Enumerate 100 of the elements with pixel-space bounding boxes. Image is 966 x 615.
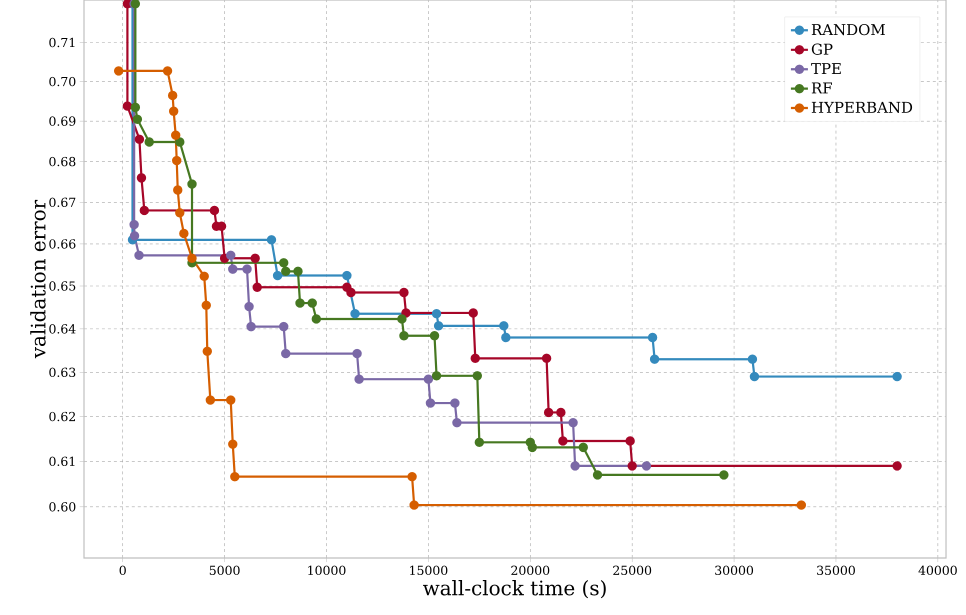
point <box>648 332 658 342</box>
point <box>140 206 150 216</box>
point <box>144 137 154 147</box>
point <box>432 309 442 318</box>
point <box>432 371 442 380</box>
point <box>650 354 660 364</box>
y-tick-label: 0.71 <box>49 38 74 48</box>
legend-label: GP <box>812 44 832 55</box>
point <box>295 298 305 308</box>
point <box>397 314 407 324</box>
point <box>312 314 322 324</box>
legend-label: TPE <box>811 63 841 74</box>
point <box>592 470 602 480</box>
point <box>450 398 460 408</box>
point <box>179 228 189 238</box>
point <box>171 130 180 140</box>
point <box>168 90 178 100</box>
point <box>542 354 552 364</box>
point <box>175 137 184 147</box>
point <box>187 254 197 263</box>
y-tick-label: 0.69 <box>49 116 76 126</box>
point <box>129 220 139 230</box>
point <box>114 66 124 76</box>
point <box>132 114 142 124</box>
point <box>627 461 637 471</box>
point <box>175 208 184 218</box>
point <box>136 173 146 183</box>
point <box>228 264 238 274</box>
point <box>281 266 290 276</box>
point <box>206 395 216 405</box>
point <box>346 288 356 298</box>
point <box>570 461 580 471</box>
point <box>501 332 511 342</box>
point <box>200 272 209 281</box>
point <box>642 461 652 471</box>
point <box>409 500 419 510</box>
point <box>242 264 252 274</box>
point <box>625 436 635 446</box>
x-tick-label: 35000 <box>817 566 855 576</box>
point <box>468 308 478 318</box>
point <box>250 254 260 263</box>
point <box>244 302 254 312</box>
x-tick-label: 15000 <box>410 566 448 576</box>
point <box>210 206 220 216</box>
point <box>470 354 480 364</box>
point <box>293 266 303 276</box>
point <box>499 321 508 331</box>
point <box>424 374 434 384</box>
point <box>308 298 317 308</box>
point <box>719 470 729 480</box>
point <box>401 308 411 318</box>
point <box>892 461 902 471</box>
point <box>430 331 440 340</box>
point <box>202 300 211 310</box>
point <box>130 231 140 241</box>
legend-label: HYPERBAND <box>812 102 912 113</box>
point <box>426 398 436 408</box>
point <box>892 372 902 382</box>
point <box>228 439 238 449</box>
point <box>399 331 409 340</box>
y-tick-label: 0.64 <box>49 324 76 334</box>
y-tick-label: 0.62 <box>49 412 76 422</box>
point <box>750 372 760 382</box>
point <box>162 66 172 76</box>
point <box>173 185 182 195</box>
point <box>558 436 568 446</box>
point <box>474 438 484 448</box>
point <box>796 500 806 510</box>
point <box>748 354 758 364</box>
point <box>122 101 132 111</box>
point <box>134 250 144 260</box>
point <box>130 102 140 112</box>
point <box>407 472 417 482</box>
y-axis-title: validation error <box>30 200 46 358</box>
point <box>134 134 144 144</box>
point <box>187 179 197 189</box>
point <box>342 270 352 280</box>
x-tick-label: 20000 <box>511 566 550 576</box>
point <box>350 309 360 318</box>
point <box>279 322 288 332</box>
y-tick-label: 0.67 <box>49 198 76 208</box>
point <box>279 258 288 268</box>
y-tick-label: 0.68 <box>49 156 76 166</box>
point <box>226 250 236 260</box>
y-tick-label: 0.65 <box>49 281 76 291</box>
point <box>252 282 262 292</box>
point <box>578 442 588 452</box>
point <box>246 322 256 332</box>
y-tick-label: 0.61 <box>49 456 74 466</box>
y-tick-label: 0.63 <box>49 368 76 378</box>
y-tick-label: 0.60 <box>49 502 76 512</box>
point <box>399 288 409 298</box>
point <box>434 321 444 331</box>
x-tick-label: 10000 <box>308 566 346 576</box>
point <box>202 346 212 356</box>
point <box>230 472 240 482</box>
point <box>272 270 282 280</box>
x-tick-label: 40000 <box>918 566 957 576</box>
x-tick-label: 30000 <box>715 566 754 576</box>
legend-label: RANDOM <box>812 24 885 36</box>
